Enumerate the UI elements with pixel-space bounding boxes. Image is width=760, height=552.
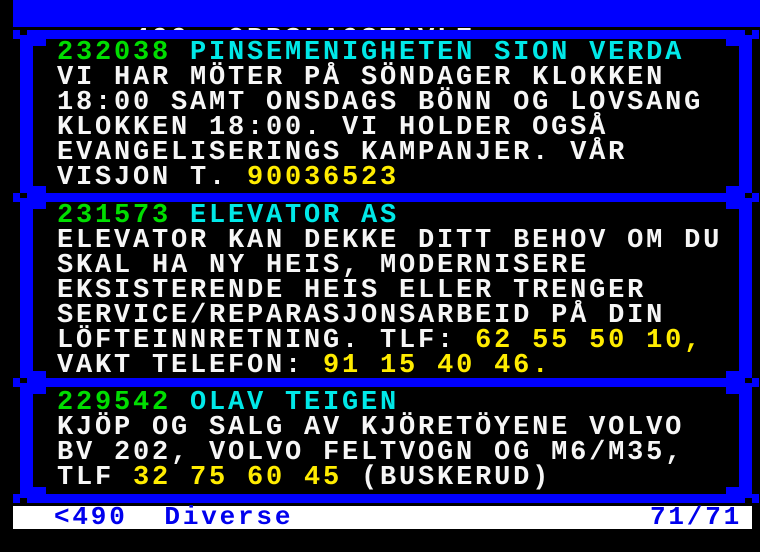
corner-step-decoration <box>752 193 759 202</box>
text-segment: 91 15 40 46. <box>323 351 552 381</box>
text-segment: EVANGELISERINGS KAMPANJER. VÅR <box>57 138 628 168</box>
corner-notch-decoration <box>745 498 752 503</box>
text-segment: EKSISTERENDE HEIS ELLER TRENGER <box>57 276 647 306</box>
text-segment: KJÖP OG SALG AV KJÖRETÖYENE VOLVO <box>57 413 685 443</box>
text-segment: LÖFTEINNRETNING. TLF: <box>57 326 476 356</box>
subpage-counter: 71/71 <box>649 502 742 532</box>
corner-notch-decoration <box>20 193 27 198</box>
footer-bar: <490 Diverse 71/71 <box>13 502 752 532</box>
text-line: KJÖP OG SALG AV KJÖRETÖYENE VOLVO <box>57 413 739 443</box>
text-segment: PINSEMENIGHETEN SION VERDA <box>190 38 685 68</box>
text-line: SERVICE/REPARASJONSARBEID PÅ DIN <box>57 301 739 331</box>
text-segment: 232038 <box>57 38 191 68</box>
text-segment: 229542 <box>57 388 191 418</box>
page-header-bar: 499 OPPSLAGSTAVLE <box>13 0 760 54</box>
corner-step-decoration <box>13 378 20 387</box>
corner-notch-decoration <box>745 193 752 198</box>
text-line: 232038 PINSEMENIGHETEN SION VERDA <box>57 38 739 68</box>
bulletin-text: 229542 OLAV TEIGEN KJÖP OG SALG AV KJÖRET… <box>33 387 739 493</box>
text-segment: VI HAR MÖTER PÅ SÖNDAGER KLOKKEN <box>57 63 666 93</box>
text-segment: (BUSKERUD) <box>342 463 552 493</box>
bulletin-text: 231573 ELEVATOR AS ELEVATOR KAN DEKKE DIT… <box>33 201 739 381</box>
corner-step-decoration <box>13 193 20 202</box>
corner-step-decoration <box>13 378 20 387</box>
text-segment: SERVICE/REPARASJONSARBEID PÅ DIN <box>57 301 666 331</box>
text-line: BV 202, VOLVO FELTVOGN OG M6/M35, <box>57 438 739 468</box>
text-line: 18:00 SAMT ONSDAGS BÖNN OG LOVSANG <box>57 88 739 118</box>
text-segment: 18:00 SAMT ONSDAGS BÖNN OG LOVSANG <box>57 88 704 118</box>
text-segment: ELEVATOR KAN DEKKE DITT BEHOV OM DU <box>57 226 723 256</box>
text-segment: 90036523 <box>247 163 400 193</box>
text-line: EKSISTERENDE HEIS ELLER TRENGER <box>57 276 739 306</box>
text-line: KLOKKEN 18:00. VI HOLDER OGSÅ <box>57 113 739 143</box>
text-line: EVANGELISERINGS KAMPANJER. VÅR <box>57 138 739 168</box>
text-segment: 231573 <box>57 201 191 231</box>
corner-step-decoration <box>13 494 20 503</box>
corner-notch-decoration <box>20 30 27 35</box>
text-line: 231573 ELEVATOR AS <box>57 201 739 231</box>
corner-step-decoration <box>752 378 759 387</box>
text-segment: 32 75 60 45 <box>133 463 343 493</box>
text-segment: VISJON T. <box>57 163 248 193</box>
text-segment: TLF <box>57 463 134 493</box>
text-segment: ELEVATOR AS <box>190 201 400 231</box>
text-segment: BV 202, VOLVO FELTVOGN OG M6/M35, <box>57 438 685 468</box>
bulletin-box: 232038 PINSEMENIGHETEN SION VERDA VI HAR … <box>13 30 759 202</box>
corner-step-decoration <box>752 193 759 202</box>
corner-step-decoration <box>752 378 759 387</box>
text-line: SKAL HA NY HEIS, MODERNISERE <box>57 251 739 281</box>
text-segment: SKAL HA NY HEIS, MODERNISERE <box>57 251 590 281</box>
text-line: VI HAR MÖTER PÅ SÖNDAGER KLOKKEN <box>57 63 739 93</box>
text-line: VAKT TELEFON: 91 15 40 46. <box>57 351 739 381</box>
text-segment: 62 55 50 10, <box>475 326 704 356</box>
text-line: LÖFTEINNRETNING. TLF: 62 55 50 10, <box>57 326 739 356</box>
corner-step-decoration <box>13 193 20 202</box>
corner-notch-decoration <box>745 30 752 35</box>
bulletin-text: 232038 PINSEMENIGHETEN SION VERDA VI HAR … <box>33 38 739 193</box>
text-line: 229542 OLAV TEIGEN <box>57 388 739 418</box>
corner-step-decoration <box>752 494 759 503</box>
bulletin-box: 231573 ELEVATOR AS ELEVATOR KAN DEKKE DIT… <box>13 193 759 387</box>
text-segment: OLAV TEIGEN <box>190 388 400 418</box>
text-segment: VAKT TELEFON: <box>57 351 324 381</box>
corner-step-decoration <box>752 30 759 39</box>
corner-notch-decoration <box>20 498 27 503</box>
text-line: ELEVATOR KAN DEKKE DITT BEHOV OM DU <box>57 226 739 256</box>
corner-notch-decoration <box>20 378 27 383</box>
text-segment: KLOKKEN 18:00. VI HOLDER OGSÅ <box>57 113 609 143</box>
bulletin-box: 229542 OLAV TEIGEN KJÖP OG SALG AV KJÖRET… <box>13 378 759 503</box>
corner-step-decoration <box>13 30 20 39</box>
footer-link-page-490[interactable]: <490 Diverse <box>54 502 294 532</box>
text-line: TLF 32 75 60 45 (BUSKERUD) <box>57 463 739 493</box>
text-line: VISJON T. 90036523 <box>57 163 739 193</box>
corner-notch-decoration <box>745 378 752 383</box>
